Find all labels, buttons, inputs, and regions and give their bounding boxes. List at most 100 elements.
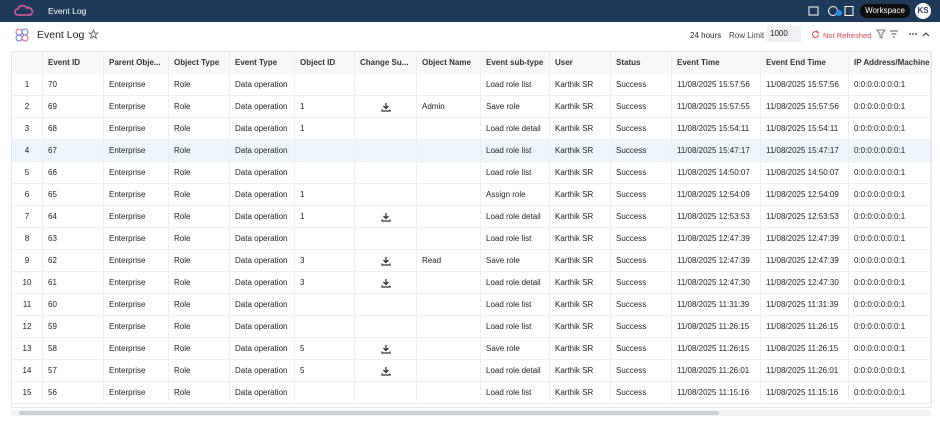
table-cell — [417, 184, 481, 206]
top-bar: Event Log Workspace KS — [0, 0, 940, 22]
table-cell — [355, 294, 417, 316]
table-cell — [355, 382, 417, 404]
table-cell: Success — [611, 294, 672, 316]
table-cell: Role — [169, 294, 230, 316]
table-row[interactable]: 1457EnterpriseRoleData operation5Load ro… — [12, 360, 931, 382]
table-cell: Success — [611, 184, 672, 206]
table-cell — [417, 206, 481, 228]
column-header[interactable]: Event End Time — [761, 52, 849, 74]
table-cell: 56 — [43, 382, 104, 404]
top-icons[interactable] — [808, 5, 856, 17]
toolbar: Event Log 24 hours Row Limit 1000 Not Re… — [0, 22, 940, 48]
table-cell: 11/08/2025 11:26:01 — [761, 360, 849, 382]
download-icon[interactable] — [381, 102, 391, 112]
table-row[interactable]: 764EnterpriseRoleData operation1Load rol… — [12, 206, 931, 228]
table-cell: Load role list — [481, 74, 550, 96]
table-cell: 11/08/2025 11:15:16 — [672, 382, 761, 404]
download-icon[interactable] — [381, 212, 391, 222]
time-range[interactable]: 24 hours — [690, 31, 721, 40]
table-cell: Karthik SR — [550, 184, 611, 206]
table-cell — [355, 206, 417, 228]
column-header[interactable]: IP Address/Machine — [849, 52, 931, 74]
table-cell: Karthik SR — [550, 360, 611, 382]
table-cell — [417, 294, 481, 316]
table-cell: Role — [169, 96, 230, 118]
table-cell: Role — [169, 118, 230, 140]
download-icon[interactable] — [381, 366, 391, 376]
column-header[interactable]: Event sub-type — [481, 52, 550, 74]
table-cell: Success — [611, 382, 672, 404]
column-header[interactable]: Event ID — [43, 52, 104, 74]
table-cell: 62 — [43, 250, 104, 272]
table-cell: Karthik SR — [550, 250, 611, 272]
refresh-icon[interactable] — [811, 30, 820, 39]
refresh-status[interactable]: Not Refreshed — [823, 31, 871, 40]
table-cell: 0:0:0:0:0:0:0:1 — [849, 316, 931, 338]
toolbar-actions[interactable] — [876, 29, 934, 39]
table-row[interactable]: 566EnterpriseRoleData operationLoad role… — [12, 162, 931, 184]
table-cell — [355, 162, 417, 184]
user-avatar[interactable]: KS — [915, 3, 931, 19]
table-cell: Karthik SR — [550, 140, 611, 162]
table-cell: Success — [611, 272, 672, 294]
table-cell: 11/08/2025 15:57:56 — [761, 96, 849, 118]
table-cell: 11/08/2025 15:57:56 — [672, 74, 761, 96]
table-cell: 11/08/2025 11:31:39 — [672, 294, 761, 316]
table-cell: Load role list — [481, 294, 550, 316]
download-icon[interactable] — [381, 278, 391, 288]
download-icon[interactable] — [381, 256, 391, 266]
table-cell: 5 — [295, 338, 355, 360]
table-cell: Data operation — [230, 382, 295, 404]
table-cell: Data operation — [230, 184, 295, 206]
column-header[interactable]: User — [550, 52, 611, 74]
table-cell: 0:0:0:0:0:0:0:1 — [849, 360, 931, 382]
table-cell: Success — [611, 118, 672, 140]
row-number: 4 — [12, 140, 43, 162]
table-cell: 59 — [43, 316, 104, 338]
horizontal-scrollbar[interactable] — [11, 410, 930, 416]
table-row[interactable]: 368EnterpriseRoleData operation1Load rol… — [12, 118, 931, 140]
workspace-button[interactable]: Workspace — [860, 4, 910, 18]
table-cell — [295, 74, 355, 96]
table-cell: Data operation — [230, 338, 295, 360]
favorite-star[interactable] — [88, 29, 99, 40]
table-cell: 65 — [43, 184, 104, 206]
table-row[interactable]: 467EnterpriseRoleData operationLoad role… — [12, 140, 931, 162]
table-row[interactable]: 1358EnterpriseRoleData operation5Save ro… — [12, 338, 931, 360]
column-header[interactable]: Object Name — [417, 52, 481, 74]
table-cell: Karthik SR — [550, 118, 611, 140]
table-row[interactable]: 1160EnterpriseRoleData operationLoad rol… — [12, 294, 931, 316]
row-limit-input[interactable]: 1000 — [767, 26, 801, 42]
table-cell: Karthik SR — [550, 382, 611, 404]
app-logo[interactable] — [14, 4, 34, 18]
table-cell: 0:0:0:0:0:0:0:1 — [849, 96, 931, 118]
table-cell: 0:0:0:0:0:0:0:1 — [849, 184, 931, 206]
scrollbar-thumb[interactable] — [19, 411, 719, 415]
column-header[interactable]: Object ID — [295, 52, 355, 74]
table-row[interactable]: 665EnterpriseRoleData operation1Assign r… — [12, 184, 931, 206]
table-cell: Save role — [481, 250, 550, 272]
table-row[interactable]: 1556EnterpriseRoleData operationLoad rol… — [12, 382, 931, 404]
table-cell — [355, 360, 417, 382]
table-row[interactable]: 170EnterpriseRoleData operationLoad role… — [12, 74, 931, 96]
column-header[interactable]: Event Time — [672, 52, 761, 74]
table-cell: 1 — [295, 206, 355, 228]
column-header[interactable]: Object Type — [169, 52, 230, 74]
table-cell: Enterprise — [104, 338, 169, 360]
table-cell: 11/08/2025 12:53:53 — [672, 206, 761, 228]
download-icon[interactable] — [381, 344, 391, 354]
column-header[interactable]: Status — [611, 52, 672, 74]
table-cell: Karthik SR — [550, 96, 611, 118]
table-row[interactable]: 1259EnterpriseRoleData operationLoad rol… — [12, 316, 931, 338]
table-row[interactable]: 269EnterpriseRoleData operation1AdminSav… — [12, 96, 931, 118]
column-header[interactable]: Event Type — [230, 52, 295, 74]
column-header[interactable]: Parent Obje... — [104, 52, 169, 74]
table-cell: Role — [169, 338, 230, 360]
table-cell: Data operation — [230, 206, 295, 228]
table-row[interactable]: 962EnterpriseRoleData operation3ReadSave… — [12, 250, 931, 272]
table-cell: 11/08/2025 12:47:30 — [761, 272, 849, 294]
row-number: 3 — [12, 118, 43, 140]
table-row[interactable]: 863EnterpriseRoleData operationLoad role… — [12, 228, 931, 250]
table-row[interactable]: 1061EnterpriseRoleData operation3Load ro… — [12, 272, 931, 294]
column-header[interactable]: Change Su... — [355, 52, 417, 74]
